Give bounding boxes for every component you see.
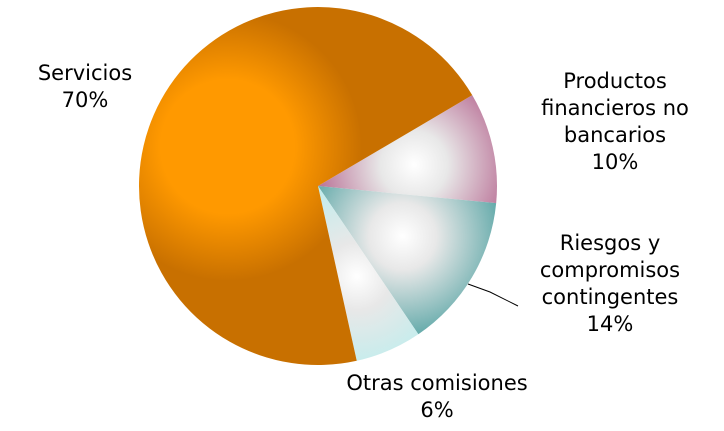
pie-slice: [138, 6, 473, 365]
slice-label: Servicios 70%: [10, 60, 160, 114]
leader-line: [467, 283, 519, 307]
percent-label: 70%: [61, 88, 109, 112]
category-name: Riesgos y compromisos contingentes: [539, 231, 681, 309]
pie-slice: [318, 186, 497, 335]
slice-label: Productos financieros no bancarios 10%: [530, 68, 700, 176]
percent-label: 14%: [586, 312, 634, 336]
percent-label: 6%: [420, 398, 454, 422]
slice-label: Otras comisiones 6%: [307, 370, 567, 424]
percent-label: 10%: [591, 150, 639, 174]
pie-slice: [318, 95, 497, 204]
slice-label: Riesgos y compromisos contingentes 14%: [510, 230, 710, 338]
pie-slice: [318, 186, 419, 361]
category-name: Servicios: [37, 61, 133, 85]
category-name: Otras comisiones: [346, 371, 528, 395]
category-name: Productos financieros no bancarios: [541, 69, 689, 147]
